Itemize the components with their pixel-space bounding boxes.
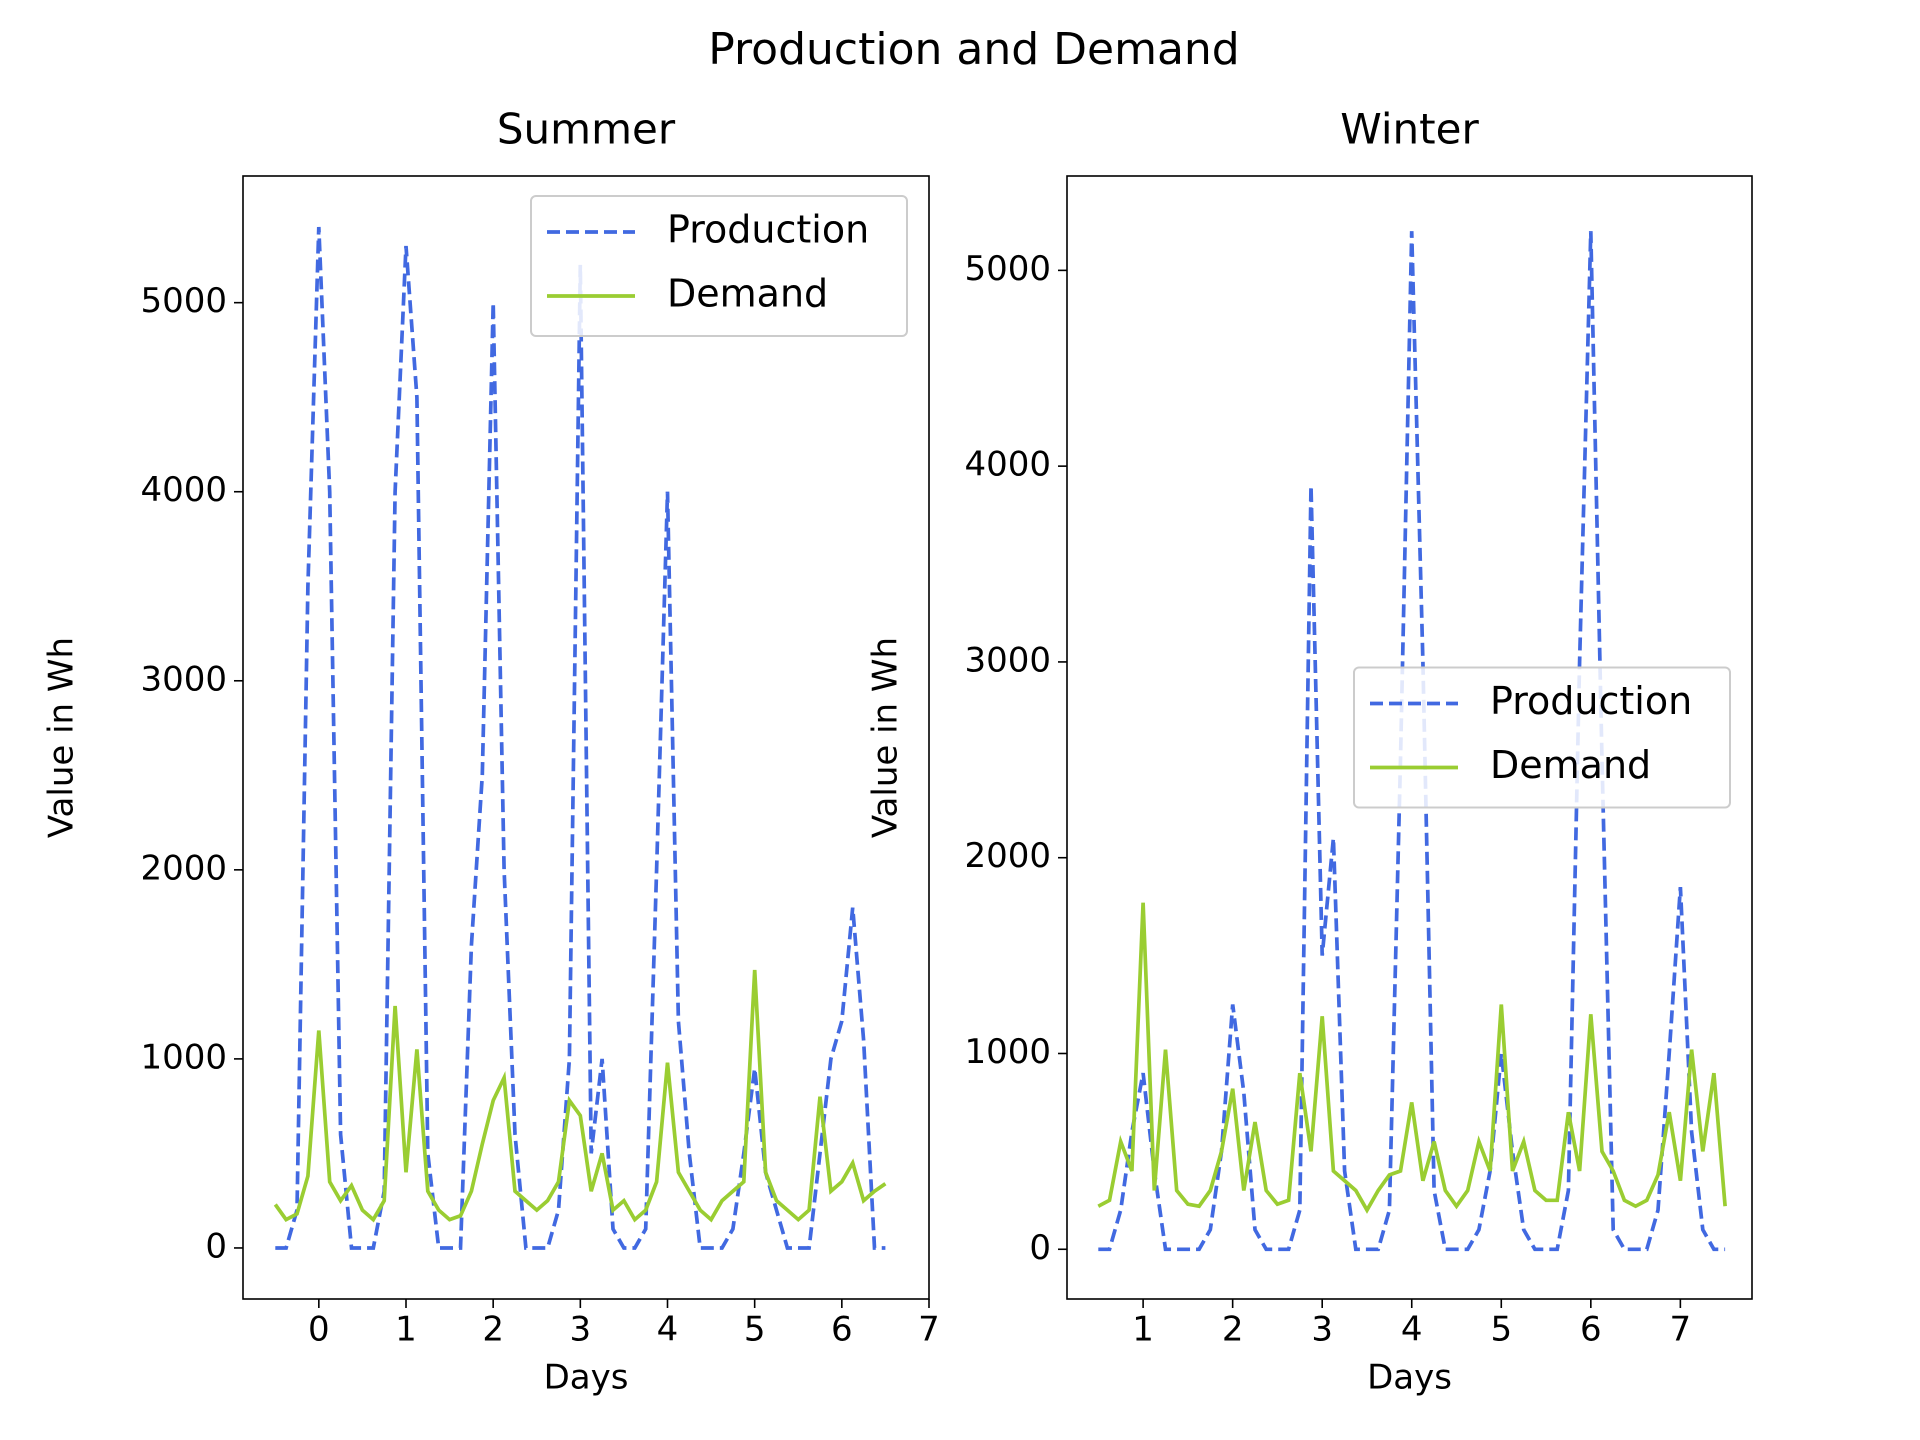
legend-label: Demand [1490, 743, 1651, 787]
x-tick-label: 7 [918, 1310, 940, 1350]
y-tick-label: 2000 [964, 836, 1051, 876]
axes-frame [242, 175, 930, 1300]
y-tick-label: 1000 [140, 1037, 227, 1077]
x-tick-label: 4 [1401, 1310, 1423, 1350]
x-tick-label: 0 [308, 1310, 330, 1350]
x-tick-label: 5 [744, 1310, 766, 1350]
y-axis-label: Value in Wh [866, 637, 906, 838]
x-tick-label: 6 [831, 1310, 853, 1350]
axes-title: Summer [497, 105, 676, 154]
x-tick-label: 1 [395, 1310, 417, 1350]
legend-label: Production [667, 208, 869, 252]
x-axis-label: Days [544, 1358, 629, 1398]
x-tick-label: 3 [1311, 1310, 1333, 1350]
x-tick-label: 4 [657, 1310, 679, 1350]
legend-label: Demand [667, 272, 828, 316]
y-axis-label: Value in Wh [42, 637, 82, 838]
y-tick-label: 2000 [140, 848, 227, 888]
x-tick-label: 7 [1670, 1310, 1692, 1350]
y-tick-label: 3000 [964, 640, 1051, 680]
y-tick-label: 1000 [964, 1032, 1051, 1072]
x-tick-label: 3 [570, 1310, 592, 1350]
x-axis-label: Days [1367, 1358, 1452, 1398]
x-tick-label: 2 [1222, 1310, 1244, 1350]
legend-label: Production [1490, 679, 1692, 723]
x-tick-label: 1 [1132, 1310, 1154, 1350]
x-tick-label: 6 [1580, 1310, 1602, 1350]
series-line [275, 226, 886, 1250]
y-tick-label: 0 [1029, 1228, 1051, 1268]
series-line [273, 969, 887, 1223]
y-tick-label: 5000 [140, 281, 227, 321]
y-tick-label: 4000 [140, 470, 227, 510]
series-line [1098, 231, 1726, 1252]
y-tick-label: 3000 [140, 659, 227, 699]
series-line [1097, 902, 1727, 1214]
figure-title: Production and Demand [708, 24, 1239, 75]
y-tick-label: 4000 [964, 445, 1051, 485]
y-tick-label: 5000 [964, 249, 1051, 289]
axes-title: Winter [1340, 105, 1479, 154]
x-tick-label: 2 [482, 1310, 504, 1350]
y-tick-label: 0 [205, 1226, 227, 1266]
x-tick-label: 5 [1490, 1310, 1512, 1350]
axes-frame [1066, 175, 1753, 1300]
